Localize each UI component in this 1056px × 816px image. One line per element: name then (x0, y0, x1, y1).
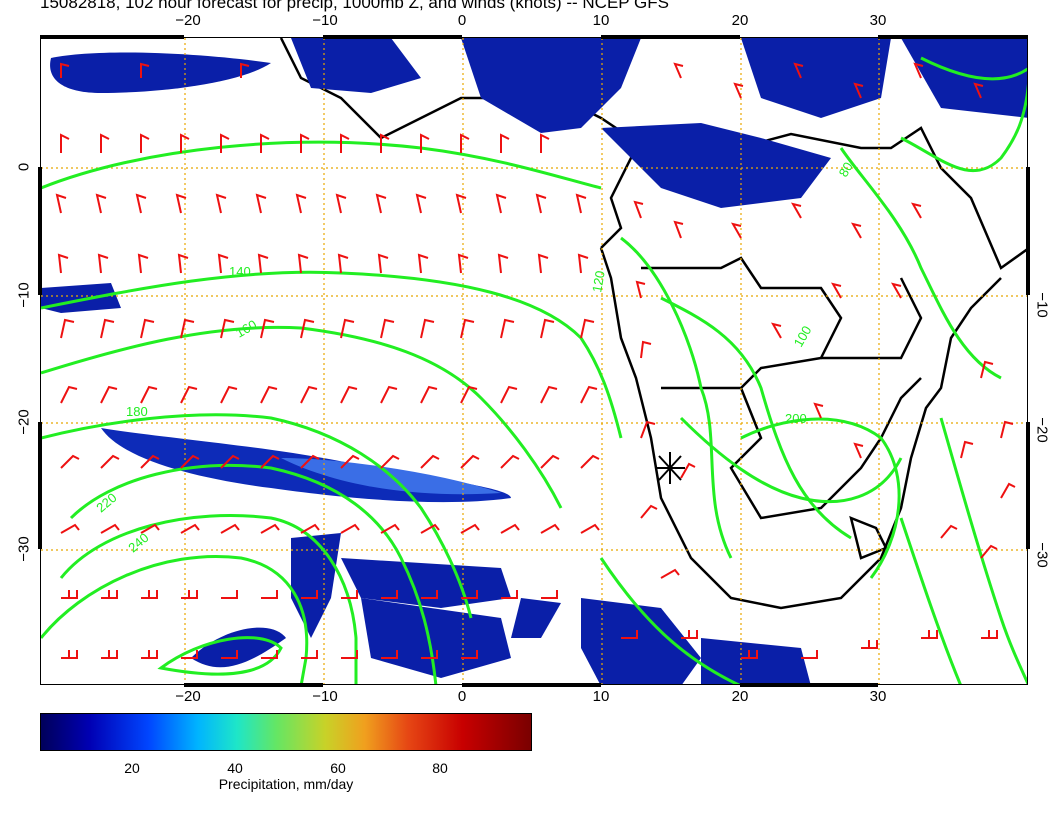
contour-label: 140 (229, 264, 251, 279)
lon-tick-top: 0 (457, 12, 467, 29)
lon-tick-top: 20 (731, 12, 749, 29)
lat-lon-grid (41, 38, 1027, 684)
lat-tick-right: −20 (1033, 417, 1051, 443)
lat-tick-left: −20 (15, 409, 33, 435)
colorbar-tick: 60 (330, 760, 346, 776)
contour-label: 80 (836, 159, 856, 179)
contour-label: 200 (785, 411, 807, 426)
lon-tick-top: −20 (175, 12, 201, 29)
colorbar-tick: 40 (227, 760, 243, 776)
lat-tick-left: −10 (15, 282, 33, 308)
colorbar-label: Precipitation, mm/day (218, 776, 354, 792)
lon-tick-bottom: 10 (592, 688, 610, 705)
precip-colorbar (40, 713, 532, 751)
lat-tick-right: −30 (1033, 542, 1051, 568)
lon-tick-bottom: 30 (869, 688, 887, 705)
map-graphics: 120 140 160 180 200 220 240 100 80 (41, 38, 1027, 684)
wind-barbs (55, 62, 1016, 659)
lon-tick-bottom: −10 (312, 688, 338, 705)
lon-tick-top: 10 (592, 12, 610, 29)
colorbar-tick: 20 (124, 760, 140, 776)
lon-tick-bottom: 0 (457, 688, 467, 705)
contour-label: 180 (126, 404, 148, 419)
lat-tick-left: −30 (15, 536, 33, 562)
map-panel: 120 140 160 180 200 220 240 100 80 (40, 37, 1028, 685)
lat-tick-left: 0 (15, 162, 33, 172)
precip-areas (41, 38, 1027, 684)
lat-tick-right: −10 (1033, 292, 1051, 318)
station-marker-icon (655, 452, 685, 484)
colorbar-tick: 80 (432, 760, 448, 776)
contour-label: 120 (589, 270, 608, 294)
height-contours (41, 56, 1027, 684)
lon-tick-bottom: −20 (175, 688, 201, 705)
lon-tick-top: 30 (869, 12, 887, 29)
lon-tick-bottom: 20 (731, 688, 749, 705)
lon-tick-top: −10 (312, 12, 338, 29)
map-title: 15082818, 102 hour forecast for precip, … (40, 0, 669, 12)
